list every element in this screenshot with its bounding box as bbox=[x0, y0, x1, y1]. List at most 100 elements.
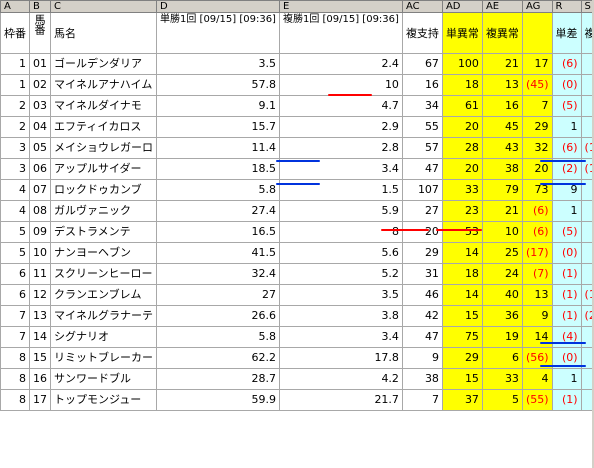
tan-odds-cell[interactable]: 18.5 bbox=[156, 158, 280, 180]
tan-odds-cell[interactable]: 9.1 bbox=[156, 95, 280, 117]
tan-sa-cell[interactable]: 1 bbox=[551, 200, 582, 222]
col-letter-b[interactable]: B bbox=[29, 0, 51, 13]
fukushi-cell[interactable]: 47 bbox=[401, 158, 443, 180]
horse-name-cell[interactable]: ロックドゥカンブ bbox=[50, 179, 157, 201]
tan-sa-cell[interactable]: (1) bbox=[551, 305, 582, 327]
tan-odds-cell[interactable]: 32.4 bbox=[156, 263, 280, 285]
header-ag[interactable] bbox=[521, 12, 553, 54]
umaban-cell[interactable]: 12 bbox=[29, 284, 51, 306]
horse-name-cell[interactable]: スクリーンヒーロー bbox=[50, 263, 157, 285]
ag-cell[interactable]: 9 bbox=[521, 305, 553, 327]
horse-name-cell[interactable]: マイネルグラナーテ bbox=[50, 305, 157, 327]
fuku-ijo-cell[interactable]: 38 bbox=[481, 158, 523, 180]
horse-name-cell[interactable]: リミットブレーカー bbox=[50, 347, 157, 369]
fuku-ijo-cell[interactable]: 79 bbox=[481, 179, 523, 201]
fuku-ijo-cell[interactable]: 21 bbox=[481, 200, 523, 222]
tan-ijo-cell[interactable]: 33 bbox=[441, 179, 483, 201]
header-name[interactable]: 馬名 bbox=[50, 12, 157, 54]
horse-name-cell[interactable]: デストラメンテ bbox=[50, 221, 157, 243]
tan-odds-cell[interactable]: 5.8 bbox=[156, 326, 280, 348]
ag-cell[interactable]: (6) bbox=[521, 200, 553, 222]
tan-ijo-cell[interactable]: 37 bbox=[441, 389, 483, 411]
waku-cell[interactable]: 2 bbox=[0, 95, 30, 117]
horse-name-cell[interactable]: ゴールデンダリア bbox=[50, 53, 157, 75]
tan-ijo-cell[interactable]: 28 bbox=[441, 137, 483, 159]
fuku-ijo-cell[interactable]: 5 bbox=[481, 389, 523, 411]
fukushi-cell[interactable]: 7 bbox=[401, 389, 443, 411]
ag-cell[interactable]: 7 bbox=[521, 95, 553, 117]
fukushi-cell[interactable]: 42 bbox=[401, 305, 443, 327]
umaban-cell[interactable]: 03 bbox=[29, 95, 51, 117]
tan-sa-cell[interactable]: (1) bbox=[551, 284, 582, 306]
fuku-odds-cell[interactable]: 17.8 bbox=[278, 347, 403, 369]
header-tansa[interactable]: 単差 bbox=[551, 12, 582, 54]
horse-name-cell[interactable]: マイネルアナハイム bbox=[50, 74, 157, 96]
ag-cell[interactable]: (17) bbox=[521, 242, 553, 264]
horse-name-cell[interactable]: アップルサイダー bbox=[50, 158, 157, 180]
tan-ijo-cell[interactable]: 75 bbox=[441, 326, 483, 348]
horse-name-cell[interactable]: メイショウレガーロ bbox=[50, 137, 157, 159]
fuku-ijo-cell[interactable]: 19 bbox=[481, 326, 523, 348]
header-fuku[interactable]: 複勝1回 [09/15] [09:36] bbox=[278, 12, 403, 54]
fuku-ijo-cell[interactable]: 40 bbox=[481, 284, 523, 306]
tan-ijo-cell[interactable]: 14 bbox=[441, 242, 483, 264]
waku-cell[interactable]: 7 bbox=[0, 305, 30, 327]
col-letter-c[interactable]: C bbox=[50, 0, 157, 13]
tan-sa-cell[interactable]: (5) bbox=[551, 221, 582, 243]
ag-cell[interactable]: (56) bbox=[521, 347, 553, 369]
tan-odds-cell[interactable]: 16.5 bbox=[156, 221, 280, 243]
ag-cell[interactable]: 29 bbox=[521, 116, 553, 138]
fukushi-cell[interactable]: 34 bbox=[401, 95, 443, 117]
waku-cell[interactable]: 1 bbox=[0, 74, 30, 96]
fukushi-cell[interactable]: 67 bbox=[401, 53, 443, 75]
tan-odds-cell[interactable]: 62.2 bbox=[156, 347, 280, 369]
tan-ijo-cell[interactable]: 15 bbox=[441, 305, 483, 327]
ag-cell[interactable]: 4 bbox=[521, 368, 553, 390]
fuku-odds-cell[interactable]: 5.6 bbox=[278, 242, 403, 264]
umaban-cell[interactable]: 15 bbox=[29, 347, 51, 369]
umaban-cell[interactable]: 16 bbox=[29, 368, 51, 390]
fuku-ijo-cell[interactable]: 33 bbox=[481, 368, 523, 390]
umaban-cell[interactable]: 09 bbox=[29, 221, 51, 243]
tan-ijo-cell[interactable]: 100 bbox=[441, 53, 483, 75]
horse-name-cell[interactable]: シグナリオ bbox=[50, 326, 157, 348]
fuku-ijo-cell[interactable]: 13 bbox=[481, 74, 523, 96]
horse-name-cell[interactable]: ナンヨーヘブン bbox=[50, 242, 157, 264]
tan-sa-cell[interactable]: (4) bbox=[551, 326, 582, 348]
tan-odds-cell[interactable]: 41.5 bbox=[156, 242, 280, 264]
waku-cell[interactable]: 4 bbox=[0, 200, 30, 222]
fuku-sa-cell[interactable]: (5) bbox=[580, 74, 594, 96]
waku-cell[interactable]: 3 bbox=[0, 158, 30, 180]
fukushi-cell[interactable]: 29 bbox=[401, 242, 443, 264]
tan-ijo-cell[interactable]: 18 bbox=[441, 74, 483, 96]
waku-cell[interactable]: 8 bbox=[0, 389, 30, 411]
fukushi-cell[interactable]: 46 bbox=[401, 284, 443, 306]
fuku-sa-cell[interactable]: 5 bbox=[580, 200, 594, 222]
header-fukushi[interactable]: 複支持 bbox=[401, 12, 443, 54]
tan-sa-cell[interactable]: (2) bbox=[551, 158, 582, 180]
fukushi-cell[interactable]: 16 bbox=[401, 74, 443, 96]
tan-sa-cell[interactable]: (0) bbox=[551, 74, 582, 96]
tan-ijo-cell[interactable]: 20 bbox=[441, 158, 483, 180]
umaban-cell[interactable]: 11 bbox=[29, 263, 51, 285]
umaban-cell[interactable]: 10 bbox=[29, 242, 51, 264]
fuku-odds-cell[interactable]: 5.2 bbox=[278, 263, 403, 285]
header-umaban[interactable]: 馬番 bbox=[29, 12, 51, 54]
header-fukuijo[interactable]: 複異常 bbox=[481, 12, 523, 54]
horse-name-cell[interactable]: クランエンブレム bbox=[50, 284, 157, 306]
fukushi-cell[interactable]: 38 bbox=[401, 368, 443, 390]
ag-cell[interactable]: (6) bbox=[521, 221, 553, 243]
horse-name-cell[interactable]: トップモンジュー bbox=[50, 389, 157, 411]
fuku-sa-cell[interactable]: 20 bbox=[580, 116, 594, 138]
col-letter-ag[interactable]: AG bbox=[521, 0, 553, 13]
fuku-odds-cell[interactable]: 8 bbox=[278, 221, 403, 243]
umaban-cell[interactable]: 08 bbox=[29, 200, 51, 222]
umaban-cell[interactable]: 14 bbox=[29, 326, 51, 348]
fuku-odds-cell[interactable]: 4.2 bbox=[278, 368, 403, 390]
fukushi-cell[interactable]: 31 bbox=[401, 263, 443, 285]
tan-ijo-cell[interactable]: 61 bbox=[441, 95, 483, 117]
tan-ijo-cell[interactable]: 29 bbox=[441, 347, 483, 369]
fukushi-cell[interactable]: 47 bbox=[401, 326, 443, 348]
umaban-cell[interactable]: 02 bbox=[29, 74, 51, 96]
ag-cell[interactable]: 17 bbox=[521, 53, 553, 75]
